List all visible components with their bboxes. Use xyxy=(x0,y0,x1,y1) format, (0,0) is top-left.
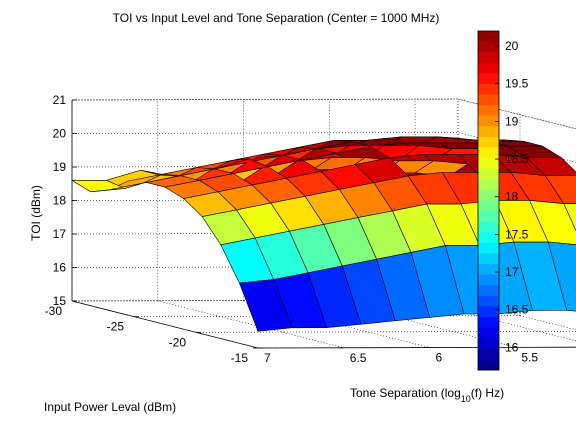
chart-title: TOI vs Input Level and Tone Separation (… xyxy=(113,11,440,25)
colorbar-band xyxy=(478,295,499,307)
colorbar-band xyxy=(478,348,499,360)
colorbar-band xyxy=(478,136,499,149)
y-axis-label: Tone Separation (log10(f) Hz) xyxy=(350,386,504,404)
colorbar-band xyxy=(478,306,499,318)
colorbar-frame xyxy=(477,30,500,371)
x-tick-label: -30 xyxy=(45,304,63,318)
y-tick-label: 6.5 xyxy=(350,351,367,365)
colorbar-band xyxy=(478,359,499,371)
colorbar-band xyxy=(478,285,499,297)
z-axis-label: TOI (dBm) xyxy=(29,185,43,241)
y-axis-label-sub: 10 xyxy=(461,394,471,404)
x-tick-label: -20 xyxy=(169,335,187,349)
x-tick-label: -25 xyxy=(107,320,125,334)
surface-patch xyxy=(238,279,293,332)
colorbar-band xyxy=(478,31,499,43)
x-axis-label: Input Power Leval (dBm) xyxy=(44,400,176,414)
x-floor-grid-line xyxy=(71,299,459,302)
colorbar-tick-label: 18.5 xyxy=(505,152,529,166)
z-tick-label: 20 xyxy=(53,127,67,141)
colorbar-band xyxy=(478,232,499,244)
y-floor-grid-line xyxy=(415,299,576,342)
colorbar-tick-label: 16.5 xyxy=(505,303,529,317)
z-tick-label: 16 xyxy=(53,261,67,275)
z-tick-label: 15 xyxy=(53,294,67,308)
colorbar-band xyxy=(478,105,499,117)
colorbar-tick-label: 19 xyxy=(505,114,519,128)
colorbar-band xyxy=(478,73,499,85)
z-tick-label: 17 xyxy=(53,227,67,241)
x-floor-grid-line xyxy=(133,315,521,317)
y-floor-grid-line xyxy=(157,300,344,349)
y-axis-label-main: Tone Separation (log xyxy=(350,386,461,400)
colorbar-band xyxy=(478,179,499,191)
colorbar-band xyxy=(478,317,499,329)
surface-patch xyxy=(90,182,144,193)
surface-patch xyxy=(547,241,576,312)
z-grid-line xyxy=(71,98,576,130)
colorbar-band xyxy=(478,264,499,276)
surface-patch xyxy=(563,203,576,232)
y-axis-line xyxy=(257,346,576,349)
x-axis-line xyxy=(71,300,259,349)
y-axis-label-end: (f) Hz) xyxy=(471,386,504,400)
colorbar-tick-label: 17.5 xyxy=(505,227,529,241)
colorbar-tick-label: 20 xyxy=(505,39,519,53)
colorbar-band xyxy=(478,242,499,254)
colorbar-band xyxy=(478,126,499,138)
colorbar: 16 16.5 17 17.5 18 18.5 19 19.5 20 xyxy=(477,30,529,371)
colorbar-band xyxy=(478,211,499,223)
y-tick-label: 6 xyxy=(436,351,443,365)
z-tick-label: 21 xyxy=(53,93,67,107)
colorbar-band xyxy=(478,147,499,159)
colorbar-tick-label: 18 xyxy=(505,190,519,204)
colorbar-band xyxy=(478,338,499,350)
colorbar-tick-label: 19.5 xyxy=(505,77,529,91)
colorbar-band xyxy=(478,41,499,53)
colorbar-band xyxy=(478,253,499,265)
colorbar-band xyxy=(478,274,499,286)
colorbar-band xyxy=(478,221,499,233)
colorbar-band xyxy=(478,83,499,96)
colorbar-band xyxy=(478,94,499,106)
z-tick-label: 18 xyxy=(53,194,67,208)
box-edge xyxy=(71,98,459,101)
z-tick-label: 19 xyxy=(53,160,67,174)
colorbar-band xyxy=(478,189,499,201)
colorbar-band xyxy=(478,327,499,339)
y-tick-label: 5.5 xyxy=(521,350,538,364)
colorbar-tick-label: 16 xyxy=(505,340,519,354)
x-tick-label: -15 xyxy=(231,351,249,365)
colorbar-band xyxy=(478,200,499,212)
colorbar-band xyxy=(478,158,499,170)
x-floor-grid-line xyxy=(195,331,576,333)
colorbar-band xyxy=(478,168,499,180)
colorbar-tick-label: 17 xyxy=(505,265,519,279)
y-floor-grid-line xyxy=(243,300,430,348)
colorbar-band xyxy=(478,52,499,64)
colorbar-band xyxy=(478,62,499,74)
y-tick-label: 7 xyxy=(264,351,271,365)
colorbar-band xyxy=(478,115,499,127)
